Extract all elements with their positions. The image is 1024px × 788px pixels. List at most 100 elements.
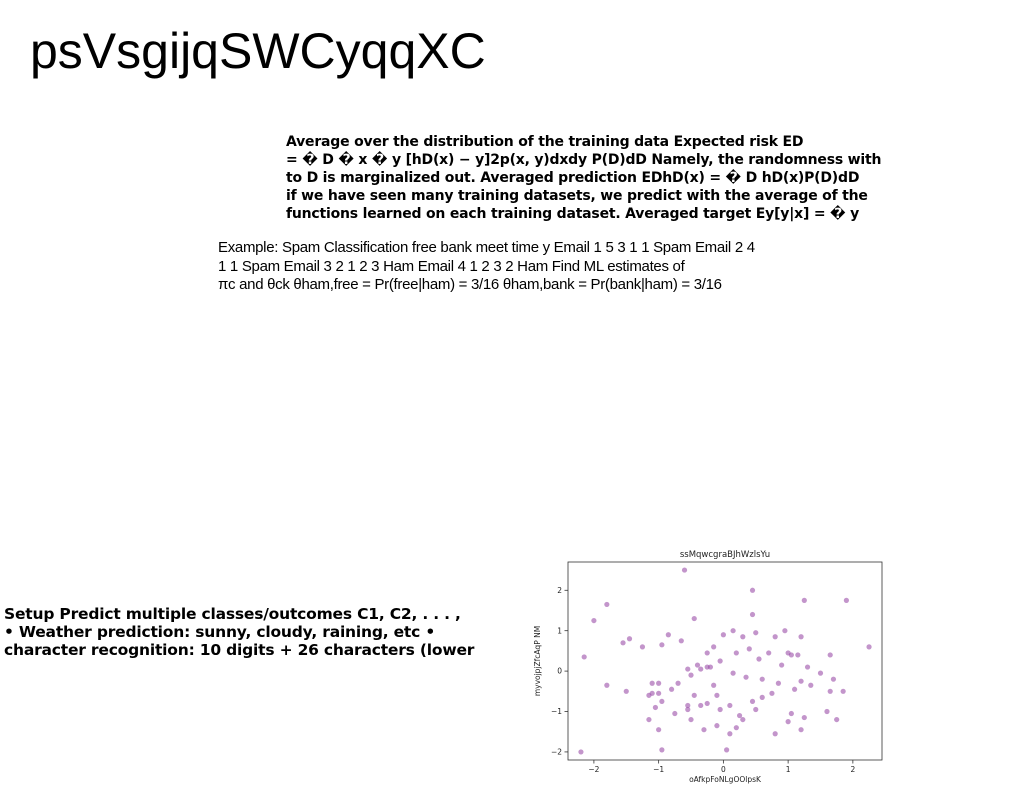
scatter-point xyxy=(740,634,746,640)
scatter-chart: ssMqwcgraBJhWzlsYu −2 −1 0 1 2 −2 −1 0 1 2 oAfkpFoN… xyxy=(530,545,900,785)
scatter-point xyxy=(604,601,610,608)
scatter-point xyxy=(817,670,824,676)
scatter-point xyxy=(772,731,778,737)
scatter-point xyxy=(769,690,775,696)
scatter-point xyxy=(620,640,626,646)
chart-title: ssMqwcgraBJhWzlsYu xyxy=(680,550,770,560)
scatter-point xyxy=(843,597,849,603)
scatter-point xyxy=(704,664,710,670)
scatter-point xyxy=(798,678,804,684)
scatter-point xyxy=(733,650,739,656)
scatter-point xyxy=(788,710,794,717)
scatter-point xyxy=(685,702,691,709)
scatter-point xyxy=(759,694,765,700)
scatter-point xyxy=(720,632,726,638)
scatter-point xyxy=(717,706,723,713)
scatter-point xyxy=(785,719,791,725)
x-tick-label: −1 xyxy=(653,765,664,774)
scatter-point xyxy=(824,708,830,715)
y-tick-label: −2 xyxy=(551,748,562,757)
scatter-point xyxy=(766,650,772,656)
scatter-point xyxy=(798,727,804,733)
scatter-point xyxy=(759,676,765,682)
setup-text-block: Setup Predict multiple classes/outcomes … xyxy=(4,605,504,659)
scatter-point xyxy=(727,731,733,737)
scatter-point xyxy=(782,628,788,634)
scatter-point xyxy=(659,747,665,753)
scatter-point xyxy=(698,702,704,709)
scatter-point xyxy=(775,680,782,686)
scatter-point xyxy=(749,698,756,705)
scatter-point xyxy=(685,666,691,672)
scatter-point xyxy=(685,706,691,713)
scatter-point xyxy=(791,686,798,692)
x-tick-label: −2 xyxy=(588,765,599,774)
scatter-point xyxy=(743,674,749,680)
scatter-point xyxy=(659,642,665,648)
scatter-point xyxy=(675,680,681,686)
scatter-point xyxy=(801,597,807,603)
risk-text-line: functions learned on each training datas… xyxy=(286,206,860,222)
scatter-point xyxy=(678,638,684,644)
scatter-point xyxy=(578,749,584,755)
scatter-point xyxy=(840,688,846,694)
scatter-point xyxy=(665,632,671,638)
y-tick-label: 1 xyxy=(557,626,562,635)
scatter-point xyxy=(691,692,697,698)
scatter-point xyxy=(623,688,629,694)
scatter-point xyxy=(779,662,785,668)
example-text-block: Example: Spam Classification free bank m… xyxy=(218,239,858,295)
scatter-point xyxy=(827,652,833,658)
scatter-point xyxy=(801,714,807,721)
scatter-point xyxy=(795,652,801,658)
scatter-point xyxy=(756,656,762,662)
scatter-point xyxy=(656,680,662,686)
scatter-point xyxy=(581,654,587,660)
scatter-point xyxy=(866,644,872,650)
scatter-point xyxy=(717,658,723,664)
scatter-point xyxy=(688,672,694,678)
scatter-point xyxy=(730,670,736,676)
risk-text-line: = � D � x � y [hD(x) − y]2p(x, y)dxdy P(… xyxy=(286,152,882,168)
scatter-point xyxy=(698,666,704,672)
scatter-point xyxy=(659,698,665,705)
scatter-point xyxy=(704,650,710,656)
scatter-point xyxy=(656,690,662,696)
scatter-point xyxy=(827,688,833,694)
scatter-point xyxy=(714,723,720,729)
risk-text-line: Average over the distribution of the tra… xyxy=(286,134,804,150)
scatter-point xyxy=(652,704,659,711)
scatter-point xyxy=(668,686,675,692)
y-tick-label: 0 xyxy=(557,667,562,676)
scatter-point xyxy=(701,727,707,733)
scatter-point xyxy=(727,702,733,709)
risk-text-line: to D is marginalized out. Averaged predi… xyxy=(286,170,860,186)
setup-text-line: • Weather prediction: sunny, cloudy, rai… xyxy=(4,623,436,641)
scatter-point xyxy=(656,727,662,733)
scatter-point xyxy=(646,716,652,723)
scatter-point xyxy=(753,706,759,713)
scatter-point xyxy=(639,644,646,650)
x-tick-label: 1 xyxy=(786,765,791,774)
scatter-point xyxy=(691,615,697,622)
y-tick-label: −1 xyxy=(551,707,562,716)
example-text-line: πc and θck θham,free = Pr(free|ham) = 3/… xyxy=(218,276,722,293)
setup-text-line: Setup Predict multiple classes/outcomes … xyxy=(4,605,461,623)
plot-frame xyxy=(567,561,883,761)
scatter-point xyxy=(649,680,655,686)
scatter-point xyxy=(711,644,717,650)
x-axis-label: oAfkpFoNLgOOlpsK xyxy=(689,775,762,784)
scatter-point xyxy=(804,664,811,670)
scatter-point xyxy=(788,652,794,658)
scatter-point xyxy=(733,725,739,731)
scatter-point xyxy=(798,634,804,640)
scatter-point xyxy=(591,617,597,624)
scatter-point xyxy=(688,716,694,723)
scatter-point xyxy=(740,716,746,723)
scatter-point xyxy=(749,611,756,618)
scatter-point xyxy=(746,646,752,652)
scatter-point xyxy=(681,567,688,573)
y-axis-label: myvojpjZfcAqP NM xyxy=(533,626,542,696)
risk-text-line: if we have seen many training datasets, … xyxy=(286,188,868,204)
scatter-chart-svg: ssMqwcgraBJhWzlsYu −2 −1 0 1 2 −2 −1 0 1 2 oAfkpFoN… xyxy=(533,550,883,784)
